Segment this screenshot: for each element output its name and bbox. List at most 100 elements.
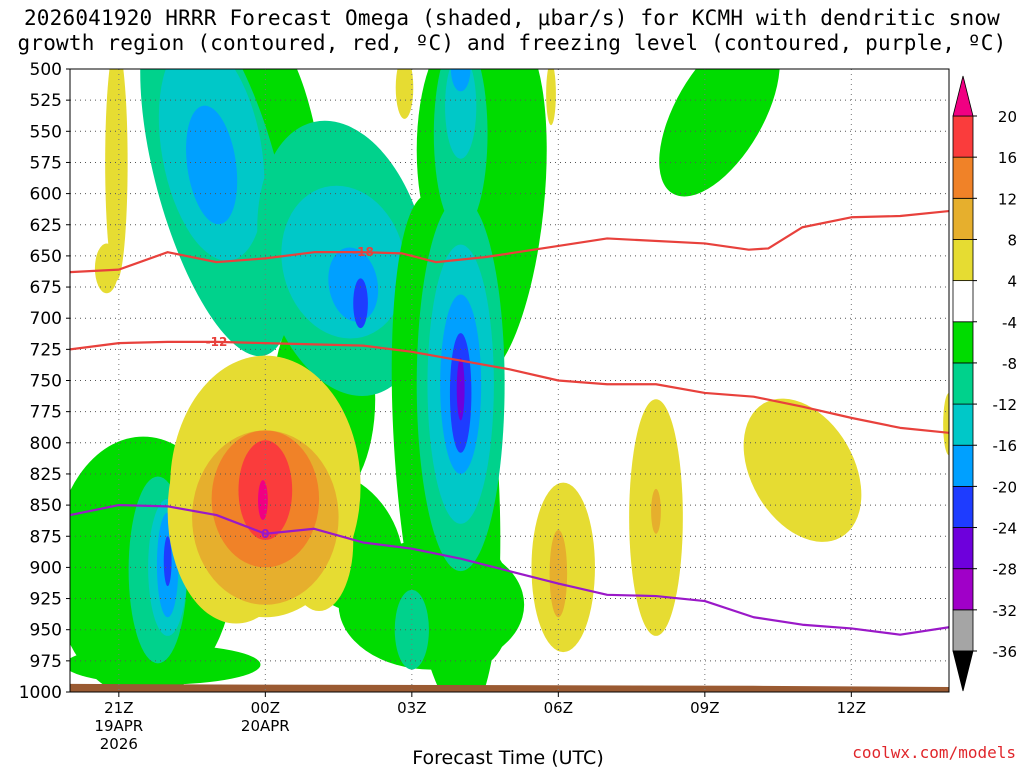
- y-tick-label: 625: [30, 216, 62, 236]
- y-tick-label: 875: [30, 527, 62, 547]
- omega-cell: [416, 69, 505, 269]
- x-tick-label: 06Z: [544, 699, 573, 717]
- omega-cell: [651, 488, 661, 534]
- colorbar-label: -20: [993, 478, 1018, 496]
- y-tick-label: 725: [30, 340, 62, 360]
- omega-cell: [943, 392, 949, 456]
- colorbar-segment: [952, 321, 974, 364]
- omega-cell: [433, 69, 488, 231]
- x-tick-label: 20APR: [241, 717, 290, 735]
- omega-cell: [445, 69, 477, 159]
- x-tick-label: 03Z: [397, 699, 426, 717]
- omega-cell: [743, 398, 862, 542]
- omega-cell: [442, 69, 547, 380]
- colorbar-label: -16: [993, 437, 1018, 455]
- omega-cell: [416, 197, 505, 572]
- omega-cell: [427, 244, 494, 524]
- colorbar-label: 20: [998, 108, 1017, 126]
- omega-cell: [148, 498, 188, 636]
- plot-frame: [69, 68, 950, 693]
- y-tick-label: 975: [30, 652, 62, 672]
- y-tick-label: 600: [30, 185, 62, 205]
- colorbar-label: -36: [993, 643, 1018, 661]
- omega-cell: [257, 120, 430, 396]
- omega-cell: [192, 430, 339, 605]
- omega-cell: [105, 69, 128, 281]
- y-axis: 500 525 550 575 600 625 650 675 700 725 750 775 800 8…: [19, 60, 70, 703]
- colorbar-segment: [952, 568, 974, 611]
- terrain-ground-bar: [70, 683, 949, 692]
- x-tick-label: 00Z: [251, 699, 280, 717]
- omega-cell: [391, 194, 501, 692]
- y-tick-label: 1000: [19, 683, 62, 703]
- y-tick-label: 500: [30, 60, 62, 80]
- colorbar-segment: [952, 444, 974, 487]
- x-tick-label: 21Z: [104, 699, 133, 717]
- colorbar-label: 16: [998, 149, 1017, 167]
- site-credit: coolwx.com/models: [852, 743, 1016, 762]
- y-tick-label: 900: [30, 558, 62, 578]
- y-tick-label: 675: [30, 278, 62, 298]
- omega-cell: [171, 148, 262, 297]
- y-tick-label: 650: [30, 247, 62, 267]
- y-tick-label: 800: [30, 434, 62, 454]
- omega-cell: [394, 589, 429, 670]
- y-tick-label: 950: [30, 621, 62, 641]
- omega-cell: [546, 69, 556, 126]
- title-line-2: growth region (contoured, red, ºC) and f…: [17, 31, 1007, 55]
- omega-cell: [186, 105, 238, 225]
- y-tick-label: 825: [30, 465, 62, 485]
- omega-cell: [70, 436, 234, 692]
- contour-line: [70, 504, 949, 636]
- colorbar-segment: [952, 362, 974, 405]
- omega-cell: [395, 69, 414, 119]
- omega-cell: [449, 333, 472, 453]
- omega-cell: [353, 278, 368, 329]
- colorbar-segment: [952, 403, 974, 446]
- omega-cell: [440, 294, 482, 474]
- y-tick-label: 775: [30, 403, 62, 423]
- omega-cell: [258, 480, 268, 521]
- x-tick-label: 09Z: [690, 699, 719, 717]
- contour-label: 0: [261, 527, 269, 541]
- colorbar-segment: [952, 609, 974, 652]
- y-tick-label: 750: [30, 372, 62, 392]
- omega-cell: [238, 440, 293, 540]
- colorbar-label: -32: [993, 602, 1018, 620]
- x-tick-label: 12Z: [837, 699, 866, 717]
- colorbar-segment: [952, 115, 974, 158]
- omega-cell: [94, 243, 119, 294]
- omega-cell: [456, 358, 465, 421]
- omega-cell: [157, 69, 246, 188]
- omega-cell: [158, 69, 265, 261]
- contour-label: -18: [352, 245, 374, 259]
- colorbar-segment: [952, 280, 974, 323]
- title-line-1: 2026041920 HRRR Forecast Omega (shaded, …: [23, 6, 1001, 30]
- colorbar-extend-high: [952, 75, 974, 117]
- x-tick-label: 19APR: [94, 717, 143, 735]
- colorbar-label: -12: [993, 396, 1018, 414]
- x-axis-title: Forecast Time (UTC): [412, 747, 603, 768]
- omega-cell: [549, 530, 568, 618]
- ground-surface: [70, 683, 949, 692]
- omega-cell: [428, 539, 512, 670]
- y-tick-label: 525: [30, 91, 62, 111]
- omega-cell: [283, 472, 404, 613]
- omega-cell: [260, 133, 339, 399]
- omega-cell: [156, 512, 179, 618]
- colorbar-segment: [952, 485, 974, 528]
- y-tick-label: 550: [30, 122, 62, 142]
- colorbar-label: -8: [1002, 355, 1017, 373]
- omega-cell: [284, 473, 354, 612]
- colorbar-label: 8: [1007, 231, 1017, 249]
- omega-cell: [211, 430, 320, 568]
- y-tick-label: 700: [30, 309, 62, 329]
- omega-cell: [70, 644, 261, 685]
- omega-cell: [629, 399, 683, 636]
- colorbar-segment: [952, 197, 974, 240]
- omega-cell: [281, 185, 406, 339]
- colorbar-label: -24: [993, 520, 1018, 538]
- colorbar-segment: [952, 156, 974, 199]
- y-tick-label: 925: [30, 590, 62, 610]
